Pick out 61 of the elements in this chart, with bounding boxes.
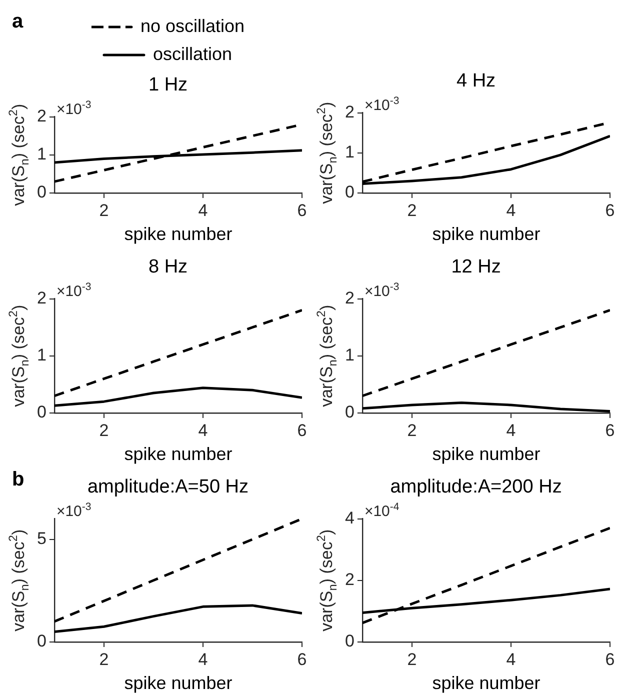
x-tick-label: 4 xyxy=(506,200,516,220)
y-tick-label: 0 xyxy=(344,632,354,651)
line-series xyxy=(362,308,610,398)
x-tick-label: 2 xyxy=(407,650,417,669)
y-tick-label: 1 xyxy=(344,346,354,365)
chart-title: amplitude:A=50 Hz xyxy=(87,476,249,498)
y-tick-label: 1 xyxy=(36,346,46,365)
y-tick-label: 0 xyxy=(36,182,46,202)
x-tick-label: 2 xyxy=(99,200,109,220)
y-axis-title: var(Sn) (sec2) xyxy=(6,529,32,632)
chart-title: 12 Hz xyxy=(451,256,501,278)
y-tick-label: 4 xyxy=(344,508,354,528)
x-tick-label: 4 xyxy=(198,200,208,220)
x-tick-label: 4 xyxy=(506,420,516,440)
x-tick-label: 4 xyxy=(198,420,208,440)
legend-label: oscillation xyxy=(152,44,232,64)
y-axis-title: var(Sn) (sec2) xyxy=(314,102,340,204)
x-tick-label: 6 xyxy=(605,200,615,220)
y-axis-title: var(Sn) (sec2) xyxy=(314,529,340,632)
x-axis-title: spike number xyxy=(432,444,540,464)
line-series xyxy=(362,526,610,624)
x-tick-label: 2 xyxy=(407,200,417,220)
x-axis-title: spike number xyxy=(124,224,232,244)
chart-title: 8 Hz xyxy=(148,256,188,278)
y-tick-label: 5 xyxy=(36,529,46,548)
text: b xyxy=(12,468,24,491)
line-series xyxy=(54,308,302,398)
x-tick-label: 4 xyxy=(506,650,516,669)
text: a xyxy=(12,10,24,33)
x-tick-label: 6 xyxy=(297,650,307,669)
chart-title: amplitude:A=200 Hz xyxy=(390,476,562,498)
y-axis-title: var(Sn) (sec2) xyxy=(6,104,32,206)
x-axis-title: spike number xyxy=(432,673,540,694)
legend-label: no oscillation xyxy=(140,16,245,36)
y-tick-label: 2 xyxy=(36,106,46,126)
y-tick-label: 0 xyxy=(36,402,46,422)
x-tick-label: 2 xyxy=(99,420,109,440)
x-tick-label: 6 xyxy=(297,420,307,440)
y-tick-label: 2 xyxy=(344,570,354,590)
y-tick-label: 1 xyxy=(344,142,354,162)
y-axis-title: var(Sn) (sec2) xyxy=(6,304,32,407)
y-tick-label: 0 xyxy=(36,632,46,651)
line-series xyxy=(54,518,302,623)
x-axis-title: spike number xyxy=(432,224,540,244)
y-tick-label: 1 xyxy=(36,144,46,164)
y-tick-label: 0 xyxy=(344,182,354,202)
x-tick-label: 6 xyxy=(605,650,615,669)
y-tick-label: 2 xyxy=(344,102,354,122)
y-tick-label: 2 xyxy=(36,288,46,308)
chart-title: 1 Hz xyxy=(148,74,188,96)
y-tick-label: 0 xyxy=(344,402,354,422)
x-tick-label: 2 xyxy=(407,420,417,440)
chart-title: 4 Hz xyxy=(456,70,496,92)
y-tick-label: 2 xyxy=(344,288,354,308)
x-axis-title: spike number xyxy=(124,673,232,694)
y-axis-title: var(Sn) (sec2) xyxy=(314,304,340,407)
x-tick-label: 6 xyxy=(297,200,307,220)
x-tick-label: 6 xyxy=(605,420,615,440)
x-tick-label: 4 xyxy=(198,650,208,669)
x-axis-title: spike number xyxy=(124,444,232,464)
x-tick-label: 2 xyxy=(99,650,109,669)
